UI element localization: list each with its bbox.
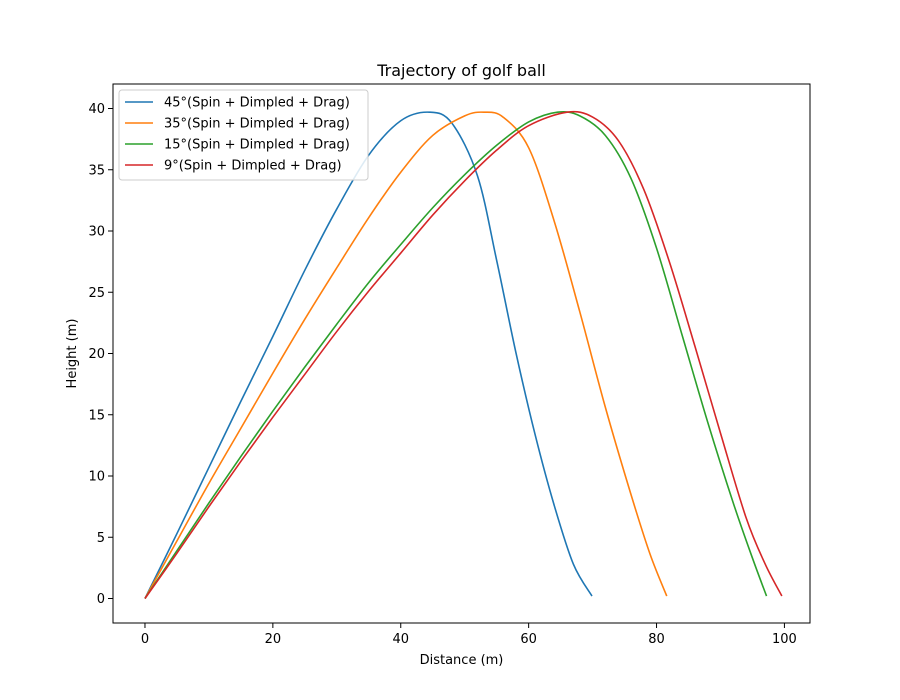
y-tick-label: 30 <box>88 225 105 240</box>
legend-entry-2: 15°(Spin + Dimpled + Drag) <box>164 138 350 153</box>
legend-entry-0: 45°(Spin + Dimpled + Drag) <box>164 96 350 111</box>
y-tick-label: 10 <box>88 470 105 485</box>
y-axis: 0 5 10 15 20 25 30 35 40 <box>88 102 113 607</box>
y-tick-label: 15 <box>88 408 105 423</box>
x-tick-label: 40 <box>392 632 409 647</box>
legend: 45°(Spin + Dimpled + Drag) 35°(Spin + Dim… <box>118 89 369 181</box>
series-line-2 <box>144 110 768 599</box>
series-line-1 <box>144 111 668 599</box>
legend-box <box>118 89 369 181</box>
series-layer <box>144 110 783 599</box>
x-tick-label: 0 <box>141 632 149 647</box>
x-tick-label: 60 <box>520 632 537 647</box>
y-tick-label: 25 <box>88 286 105 301</box>
y-tick-label: 0 <box>97 592 105 607</box>
x-tick-label: 80 <box>648 632 665 647</box>
series-line-3 <box>144 110 783 599</box>
y-tick-label: 40 <box>88 102 105 117</box>
y-tick-label: 20 <box>88 347 105 362</box>
y-tick-label: 5 <box>97 531 105 546</box>
legend-entry-1: 35°(Spin + Dimpled + Drag) <box>164 117 350 132</box>
x-tick-label: 100 <box>772 632 797 647</box>
series-line-0 <box>144 111 593 599</box>
y-axis-label: Height (m) <box>65 319 80 389</box>
x-axis: 0 20 40 60 80 100 <box>141 623 797 647</box>
chart-title: Trajectory of golf ball <box>376 61 546 80</box>
legend-entry-3: 9°(Spin + Dimpled + Drag) <box>164 159 342 174</box>
x-axis-label: Distance (m) <box>420 653 504 668</box>
y-tick-label: 35 <box>88 163 105 178</box>
x-tick-label: 20 <box>265 632 282 647</box>
